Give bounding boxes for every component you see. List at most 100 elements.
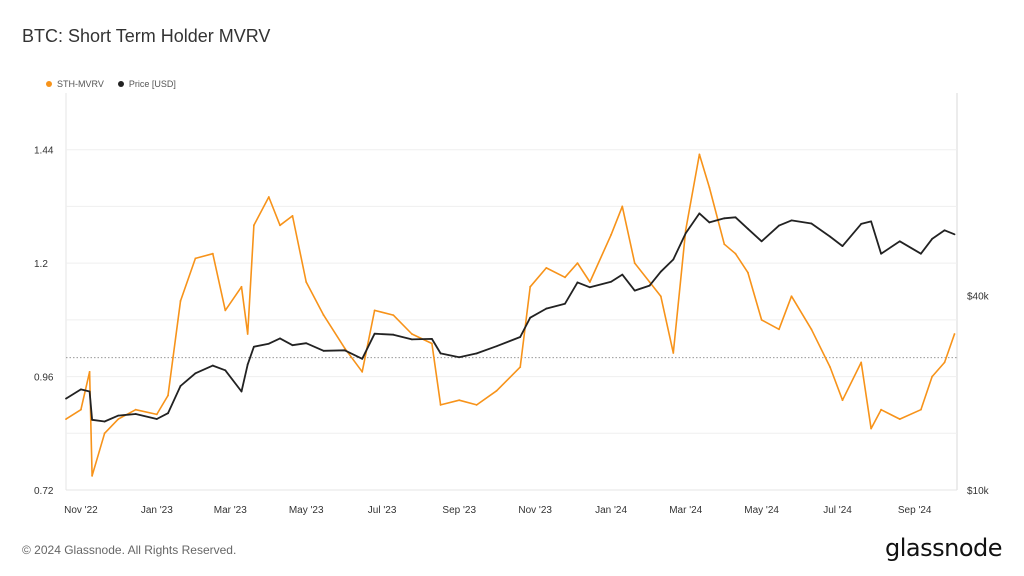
sth-mvrv-point <box>88 370 91 373</box>
sth-mvrv-point <box>103 432 106 435</box>
price-point <box>648 284 651 287</box>
price-point <box>898 240 901 243</box>
sth-mvrv-point <box>708 186 711 189</box>
sth-mvrv-point <box>458 399 461 402</box>
price-point <box>495 345 498 348</box>
chart-title: BTC: Short Term Holder MVRV <box>22 26 271 46</box>
sth-mvrv-point <box>931 375 934 378</box>
price-point <box>659 270 662 273</box>
sth-mvrv-point <box>747 271 749 274</box>
price-point <box>588 286 591 289</box>
price-point <box>841 245 844 248</box>
sth-mvrv-point <box>672 352 675 354</box>
sth-mvrv-point <box>778 328 780 331</box>
price-point <box>91 418 94 421</box>
price-point <box>88 390 91 393</box>
legend-swatch-price <box>117 81 124 87</box>
brand-logo: glassnode <box>884 534 1003 562</box>
price-point <box>373 332 376 335</box>
sth-mvrv-point <box>253 224 255 227</box>
sth-mvrv-point <box>65 418 67 421</box>
sth-mvrv-point <box>495 389 498 392</box>
price-point <box>747 227 749 230</box>
sth-mvrv-point <box>411 333 413 335</box>
price-point <box>529 316 532 319</box>
price-point <box>458 356 461 359</box>
price-point <box>953 233 956 236</box>
price-point <box>240 390 243 393</box>
price-point <box>760 240 763 243</box>
sth-mvrv-point <box>80 408 82 411</box>
sth-mvrv-point <box>291 214 294 217</box>
y-left-tick-label: 0.72 <box>34 486 54 497</box>
price-point <box>194 372 197 375</box>
y-left-tick-label: 1.44 <box>34 146 54 157</box>
sth-mvrv-point <box>392 314 395 317</box>
price-point <box>790 219 793 222</box>
price-point <box>829 235 831 238</box>
x-tick-label: Sep '23 <box>442 505 476 516</box>
sth-mvrv-point <box>267 196 270 198</box>
price-point <box>708 221 711 224</box>
price-point <box>224 369 227 372</box>
y-left-tick-label: 0.96 <box>34 373 54 384</box>
sth-mvrv-point <box>361 370 364 373</box>
sth-mvrv-point <box>684 229 687 231</box>
sth-mvrv-point <box>117 418 120 421</box>
sth-mvrv-point <box>633 262 636 265</box>
x-tick-label: Nov '22 <box>64 505 98 516</box>
x-tick-label: Jan '23 <box>141 505 173 516</box>
x-tick-label: Sep '24 <box>898 505 932 516</box>
price-point <box>621 273 624 276</box>
y-right-tick-label: $10k <box>967 486 990 497</box>
y-right-tick-label: $40k <box>967 292 990 303</box>
price-point <box>253 345 255 348</box>
sth-mvrv-point <box>529 285 532 288</box>
price-point <box>134 413 137 415</box>
sth-mvrv-point <box>648 281 651 283</box>
sth-mvrv-point <box>880 408 882 411</box>
price-point <box>65 397 67 400</box>
legend-item-sth-mvrv[interactable]: STH-MVRV <box>46 79 104 89</box>
sth-mvrv-point <box>179 300 182 302</box>
price-point <box>672 258 675 261</box>
sth-mvrv-point <box>155 413 158 416</box>
price-point <box>279 337 281 340</box>
sth-mvrv-point <box>610 233 612 236</box>
sth-mvrv-point <box>430 342 433 345</box>
price-point <box>392 333 395 336</box>
sth-mvrv-point <box>760 318 763 321</box>
price-point <box>103 420 106 423</box>
price-line <box>65 212 955 423</box>
sth-mvrv-point <box>224 309 227 312</box>
price-point <box>778 224 780 227</box>
price-point <box>179 385 182 387</box>
x-tick-label: Jul '23 <box>368 505 397 516</box>
sth-mvrv-point <box>246 333 249 335</box>
price-point <box>734 216 737 219</box>
sth-mvrv-point <box>734 252 737 255</box>
price-point <box>439 352 442 355</box>
x-tick-label: Jul '24 <box>823 505 852 516</box>
sth-mvrv-point <box>194 257 197 260</box>
price-point <box>698 212 701 215</box>
price-point <box>80 388 82 391</box>
sth-mvrv-point <box>167 394 169 397</box>
price-point <box>267 342 270 345</box>
price-point <box>931 238 934 240</box>
legend-label-price: Price [USD] <box>128 79 176 89</box>
price-point <box>610 280 612 283</box>
sth-mvrv-point <box>723 243 726 246</box>
sth-mvrv-point <box>343 347 346 350</box>
price-point <box>155 418 158 420</box>
price-point <box>920 252 922 255</box>
sth-mvrv-point <box>576 262 579 265</box>
price-point <box>291 344 294 347</box>
x-tick-label: Mar '23 <box>214 505 247 516</box>
price-point <box>519 336 522 338</box>
x-tick-label: May '23 <box>289 505 324 516</box>
sth-mvrv-point <box>841 399 844 402</box>
sth-mvrv-point <box>279 224 281 227</box>
legend-item-price[interactable]: Price [USD] <box>117 79 176 89</box>
